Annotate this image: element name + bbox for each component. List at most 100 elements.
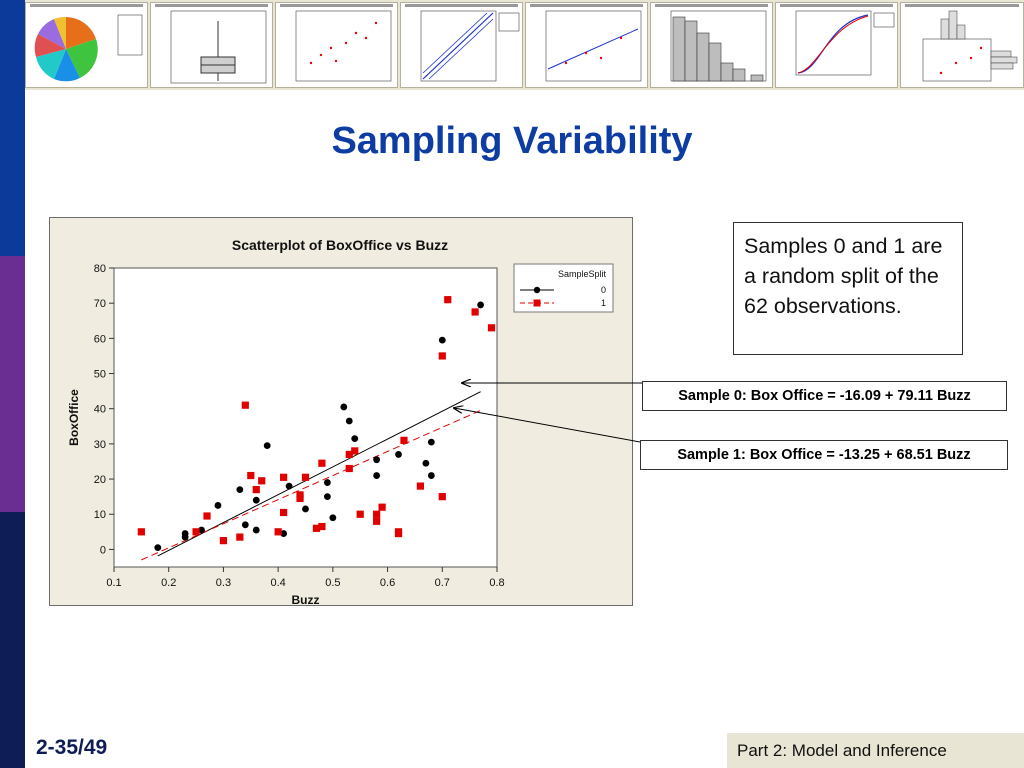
- point-series-1: [203, 512, 211, 520]
- point-series-0: [280, 530, 288, 537]
- point-series-1: [312, 524, 321, 532]
- thumbnail-title-bar: [280, 4, 393, 7]
- marginal-plot-thumbnail: [922, 10, 1018, 82]
- thumbnail-regression-formula: [525, 2, 648, 88]
- legend-marker-series-1: [533, 299, 541, 307]
- x-tick-label: 0.5: [325, 577, 340, 589]
- boxplot-thumbnail: [170, 10, 267, 84]
- y-tick-label: 0: [100, 544, 106, 556]
- y-axis-label: BoxOffice: [67, 389, 81, 446]
- point-series-1: [247, 471, 255, 480]
- fit-line-series-0: [157, 391, 481, 557]
- point-series-0: [198, 526, 205, 534]
- point-series-1: [252, 486, 260, 494]
- point-series-0: [477, 301, 484, 309]
- point-series-1: [351, 447, 359, 455]
- point-series-0: [323, 479, 331, 486]
- point-series-0: [373, 456, 381, 464]
- point-series-0: [263, 442, 271, 450]
- slide-number: 2-35/49: [36, 736, 108, 759]
- y-tick-label: 40: [94, 404, 106, 416]
- point-series-1: [241, 401, 249, 409]
- y-tick-label: 10: [94, 509, 106, 521]
- sidebar-band-navy: [0, 512, 25, 768]
- thumbnail-strip: [25, 0, 1024, 90]
- point-series-1: [296, 491, 304, 499]
- y-tick-label: 20: [94, 474, 106, 486]
- point-series-0: [351, 435, 359, 443]
- thumbnail-title-bar: [405, 4, 518, 7]
- thumbnail-marginal-plot: [900, 2, 1024, 88]
- point-series-1: [487, 324, 496, 332]
- legend: SampleSplit 0 1: [513, 263, 614, 313]
- point-series-1: [373, 510, 381, 518]
- point-series-1: [280, 508, 288, 517]
- point-series-1: [301, 473, 310, 481]
- point-series-0: [214, 502, 222, 509]
- x-tick-label: 0.3: [216, 577, 231, 589]
- point-series-1: [471, 308, 479, 316]
- point-series-1: [378, 503, 386, 511]
- point-series-0: [395, 451, 402, 458]
- point-series-0: [252, 496, 260, 504]
- thumbnail-title-bar: [780, 4, 893, 7]
- probability-plot-thumbnail: [420, 10, 520, 82]
- x-tick-label: 0.7: [435, 577, 450, 589]
- point-series-0: [154, 544, 162, 552]
- scatterplot-chart: Scatterplot of BoxOffice vs Buzz 0102030…: [67, 237, 614, 607]
- point-series-1: [192, 528, 200, 536]
- x-axis-ticks: 0.1 0.2 0.3 0.4 0.5 0.6 0.7 0.8: [106, 567, 505, 589]
- point-series-0: [252, 526, 260, 534]
- point-series-0: [329, 514, 337, 522]
- x-tick-label: 0.1: [106, 577, 121, 589]
- point-series-1: [280, 473, 288, 481]
- equation-sample-0: Sample 0: Box Office = -16.09 + 79.11 Bu…: [642, 381, 1007, 411]
- thumbnail-histogram: [650, 2, 773, 88]
- thumbnail-title-bar: [655, 4, 768, 7]
- thumbnail-title-bar: [30, 4, 143, 7]
- legend-title: SampleSplit: [558, 269, 607, 279]
- point-series-1: [356, 510, 364, 518]
- y-tick-label: 80: [94, 263, 106, 275]
- point-series-0: [373, 472, 381, 479]
- point-series-1: [345, 450, 353, 459]
- pie-chart-thumbnail: [34, 14, 143, 82]
- legend-marker-series-0: [533, 286, 541, 294]
- point-series-1: [373, 517, 381, 525]
- point-series-0: [345, 417, 353, 425]
- legend-box: [513, 263, 614, 313]
- chart-title: Scatterplot of BoxOffice vs Buzz: [232, 237, 448, 253]
- thumbnail-cdf: [775, 2, 898, 88]
- point-series-0: [241, 521, 249, 529]
- point-series-0: [181, 530, 189, 537]
- point-series-0: [427, 472, 435, 479]
- point-series-1: [137, 528, 145, 536]
- point-series-1: [318, 522, 326, 531]
- point-series-1: [416, 482, 424, 490]
- point-series-1: [258, 477, 266, 485]
- legend-label-series-0: 0: [601, 285, 606, 295]
- y-axis-ticks: 0 10 20 30 40 50 60 70 80: [94, 263, 114, 556]
- x-tick-label: 0.6: [380, 577, 395, 589]
- legend-label-series-1: 1: [601, 298, 606, 308]
- y-tick-label: 30: [94, 439, 106, 451]
- point-series-1: [444, 296, 452, 304]
- x-axis-label: Buzz: [292, 593, 320, 605]
- plot-area: [113, 267, 498, 568]
- thumbnail-pie-chart: [25, 2, 148, 88]
- footer-section-label: Part 2: Model and Inference: [727, 733, 1024, 768]
- thumbnail-title-bar: [905, 4, 1019, 7]
- point-series-1: [219, 537, 228, 545]
- slide-title: Sampling Variability: [331, 120, 693, 162]
- thumbnail-scatterplot: [275, 2, 398, 88]
- thumbnail-title-bar: [155, 4, 268, 7]
- point-series-0: [285, 482, 293, 490]
- point-series-0: [340, 403, 348, 411]
- point-series-1: [438, 352, 446, 360]
- y-tick-label: 70: [94, 298, 106, 310]
- equation-sample-1: Sample 1: Box Office = -13.25 + 68.51 Bu…: [640, 440, 1008, 470]
- point-series-1: [394, 529, 403, 538]
- cdf-thumbnail: [795, 10, 895, 76]
- thumbnail-probability-plot: [400, 2, 523, 88]
- data-points: [137, 296, 496, 552]
